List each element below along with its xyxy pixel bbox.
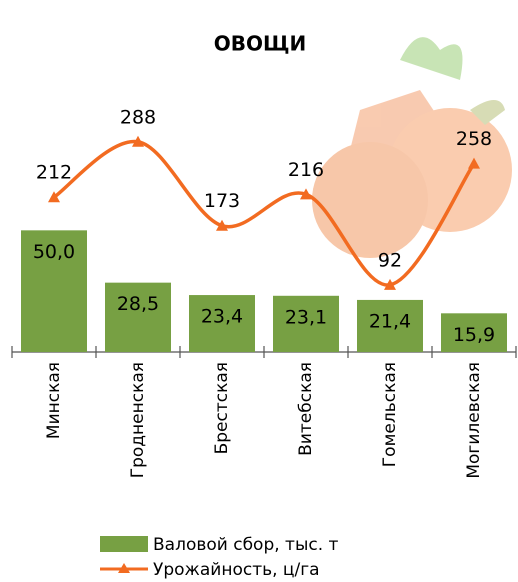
bar xyxy=(105,282,171,352)
vegetable-illustration xyxy=(312,37,512,258)
bar-value-label: 28,5 xyxy=(117,293,159,315)
line-marker xyxy=(132,135,144,147)
bar-value-label: 23,4 xyxy=(201,306,243,328)
legend-swatch xyxy=(100,536,148,552)
line-value-label: 92 xyxy=(378,249,402,271)
line-value-label: 258 xyxy=(456,128,492,150)
bar xyxy=(273,295,339,352)
x-tick-label: Брестская xyxy=(212,362,232,454)
line-value-label: 212 xyxy=(36,162,72,184)
x-tick-label: Минская xyxy=(44,362,64,439)
line-value-label: 288 xyxy=(120,106,156,128)
bar xyxy=(441,313,507,352)
chart-title: ОВОЩИ xyxy=(214,32,307,56)
x-tick-label: Гомельская xyxy=(380,362,400,467)
x-tick-label: Могилевская xyxy=(464,362,484,479)
bar xyxy=(357,299,423,352)
line-marker xyxy=(300,188,312,200)
legend-label: Урожайность, ц/га xyxy=(153,560,320,580)
x-tick-label: Гродненская xyxy=(128,362,148,478)
line-marker xyxy=(468,157,480,169)
legend-marker xyxy=(118,563,130,573)
bar-value-label: 21,4 xyxy=(369,310,411,332)
line-marker xyxy=(216,219,228,231)
line-marker xyxy=(48,191,60,203)
legend-label: Валовой сбор, тыс. т xyxy=(153,535,339,555)
bar xyxy=(21,230,87,352)
line-marker xyxy=(384,278,396,290)
line-value-label: 173 xyxy=(204,190,240,212)
bar xyxy=(189,295,255,352)
bar-value-label: 23,1 xyxy=(285,306,327,328)
bar-value-label: 50,0 xyxy=(33,241,75,263)
line-value-label: 216 xyxy=(288,159,324,181)
x-tick-label: Витебская xyxy=(296,362,316,456)
bar-value-label: 15,9 xyxy=(453,324,495,346)
